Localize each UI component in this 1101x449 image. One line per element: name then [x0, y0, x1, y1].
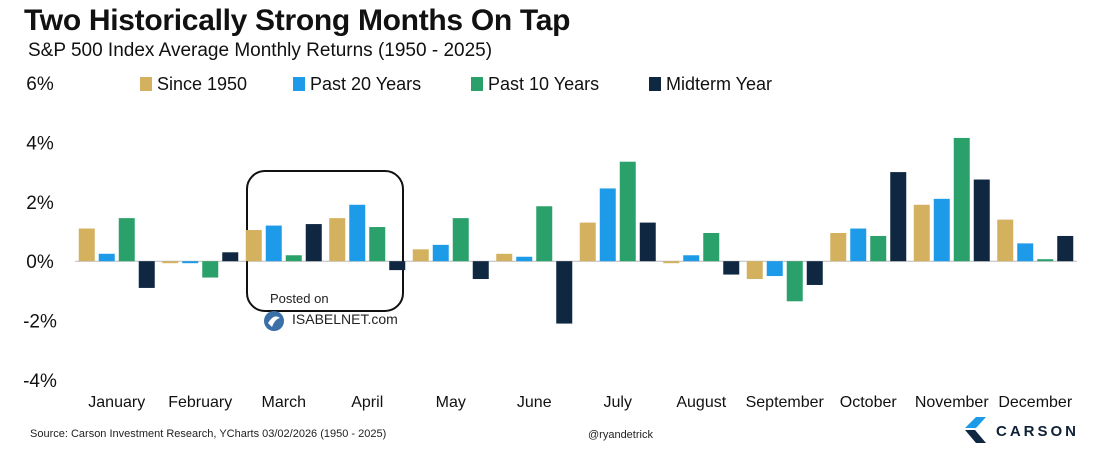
bar: [412, 249, 429, 262]
bar: [265, 225, 282, 262]
bar: [556, 261, 573, 324]
x-tick-label: February: [168, 394, 232, 411]
x-tick-label: September: [746, 394, 825, 411]
bar: [496, 253, 513, 262]
bar: [746, 261, 763, 280]
legend-label: Past 10 Years: [488, 74, 599, 94]
y-tick-label: 4%: [26, 133, 54, 154]
bar: [389, 261, 406, 271]
bar: [870, 235, 887, 262]
bar: [766, 261, 783, 277]
x-tick-label: May: [436, 394, 466, 411]
watermark-site-label: ISABELNET.com: [292, 311, 398, 327]
bar: [683, 255, 700, 262]
bar: [285, 255, 302, 262]
x-tick-label: December: [998, 394, 1072, 411]
chart-title: Two Historically Strong Months On Tap: [24, 4, 571, 37]
isabelnet-logo-icon: [264, 311, 284, 331]
bar: [1037, 259, 1054, 262]
x-tick-label: August: [676, 394, 726, 411]
bar: [663, 261, 680, 264]
bar: [472, 261, 489, 280]
y-tick-label: 6%: [26, 74, 54, 95]
bar: [536, 206, 553, 262]
legend-swatch: [471, 77, 483, 91]
bar: [222, 252, 239, 262]
legend-label: Midterm Year: [666, 74, 772, 94]
bar: [245, 230, 262, 262]
y-tick-label: -2%: [23, 312, 57, 333]
bar: [913, 204, 930, 262]
author-handle: @ryandetrick: [588, 429, 653, 441]
bar: [639, 222, 656, 262]
y-tick-label: 0%: [26, 252, 54, 273]
bar: [452, 218, 469, 262]
brand-name: CARSON: [996, 423, 1080, 440]
bar: [349, 204, 366, 262]
bar: [432, 244, 449, 262]
legend-swatch: [649, 77, 661, 91]
bar: [850, 228, 867, 262]
bar: [599, 188, 616, 262]
bar: [118, 218, 135, 262]
legend-swatch: [293, 77, 305, 91]
watermark-posted-label: Posted on: [270, 291, 329, 306]
bar: [890, 172, 907, 262]
bar: [806, 261, 823, 285]
x-tick-label: March: [262, 394, 306, 411]
legend-label: Past 20 Years: [310, 74, 421, 94]
bar: [369, 227, 386, 262]
carson-logo-icon: [965, 417, 986, 443]
chart-subtitle: S&P 500 Index Average Monthly Returns (1…: [28, 40, 493, 61]
bar: [98, 253, 115, 262]
carson-brand: CARSON: [962, 416, 1082, 446]
legend-swatch: [140, 77, 152, 91]
bar: [933, 198, 950, 262]
bar: [973, 179, 990, 262]
bar: [953, 137, 970, 262]
bar: [305, 224, 322, 262]
bar: [202, 261, 219, 278]
bar: [516, 256, 533, 262]
bar: [619, 161, 636, 262]
x-tick-label: October: [840, 394, 898, 411]
bar: [1057, 235, 1074, 262]
bar: [703, 232, 720, 262]
bar: [138, 261, 155, 288]
y-tick-label: 2%: [26, 193, 54, 214]
bar: [723, 261, 740, 275]
y-tick-label: -4%: [23, 371, 57, 392]
x-tick-label: November: [915, 394, 989, 411]
legend-label: Since 1950: [157, 74, 247, 94]
x-tick-label: April: [351, 394, 383, 411]
x-tick-label: June: [517, 394, 552, 411]
bar: [1017, 243, 1034, 262]
bar: [329, 218, 346, 262]
bar: [182, 261, 199, 264]
bar: [162, 261, 179, 264]
bar: [997, 219, 1014, 262]
x-tick-label: July: [604, 394, 632, 411]
bar: [786, 261, 803, 302]
bar: [579, 222, 596, 262]
source-note: Source: Carson Investment Research, YCha…: [30, 428, 387, 440]
x-tick-label: January: [88, 394, 145, 411]
bar: [78, 228, 95, 262]
bar: [830, 232, 847, 262]
